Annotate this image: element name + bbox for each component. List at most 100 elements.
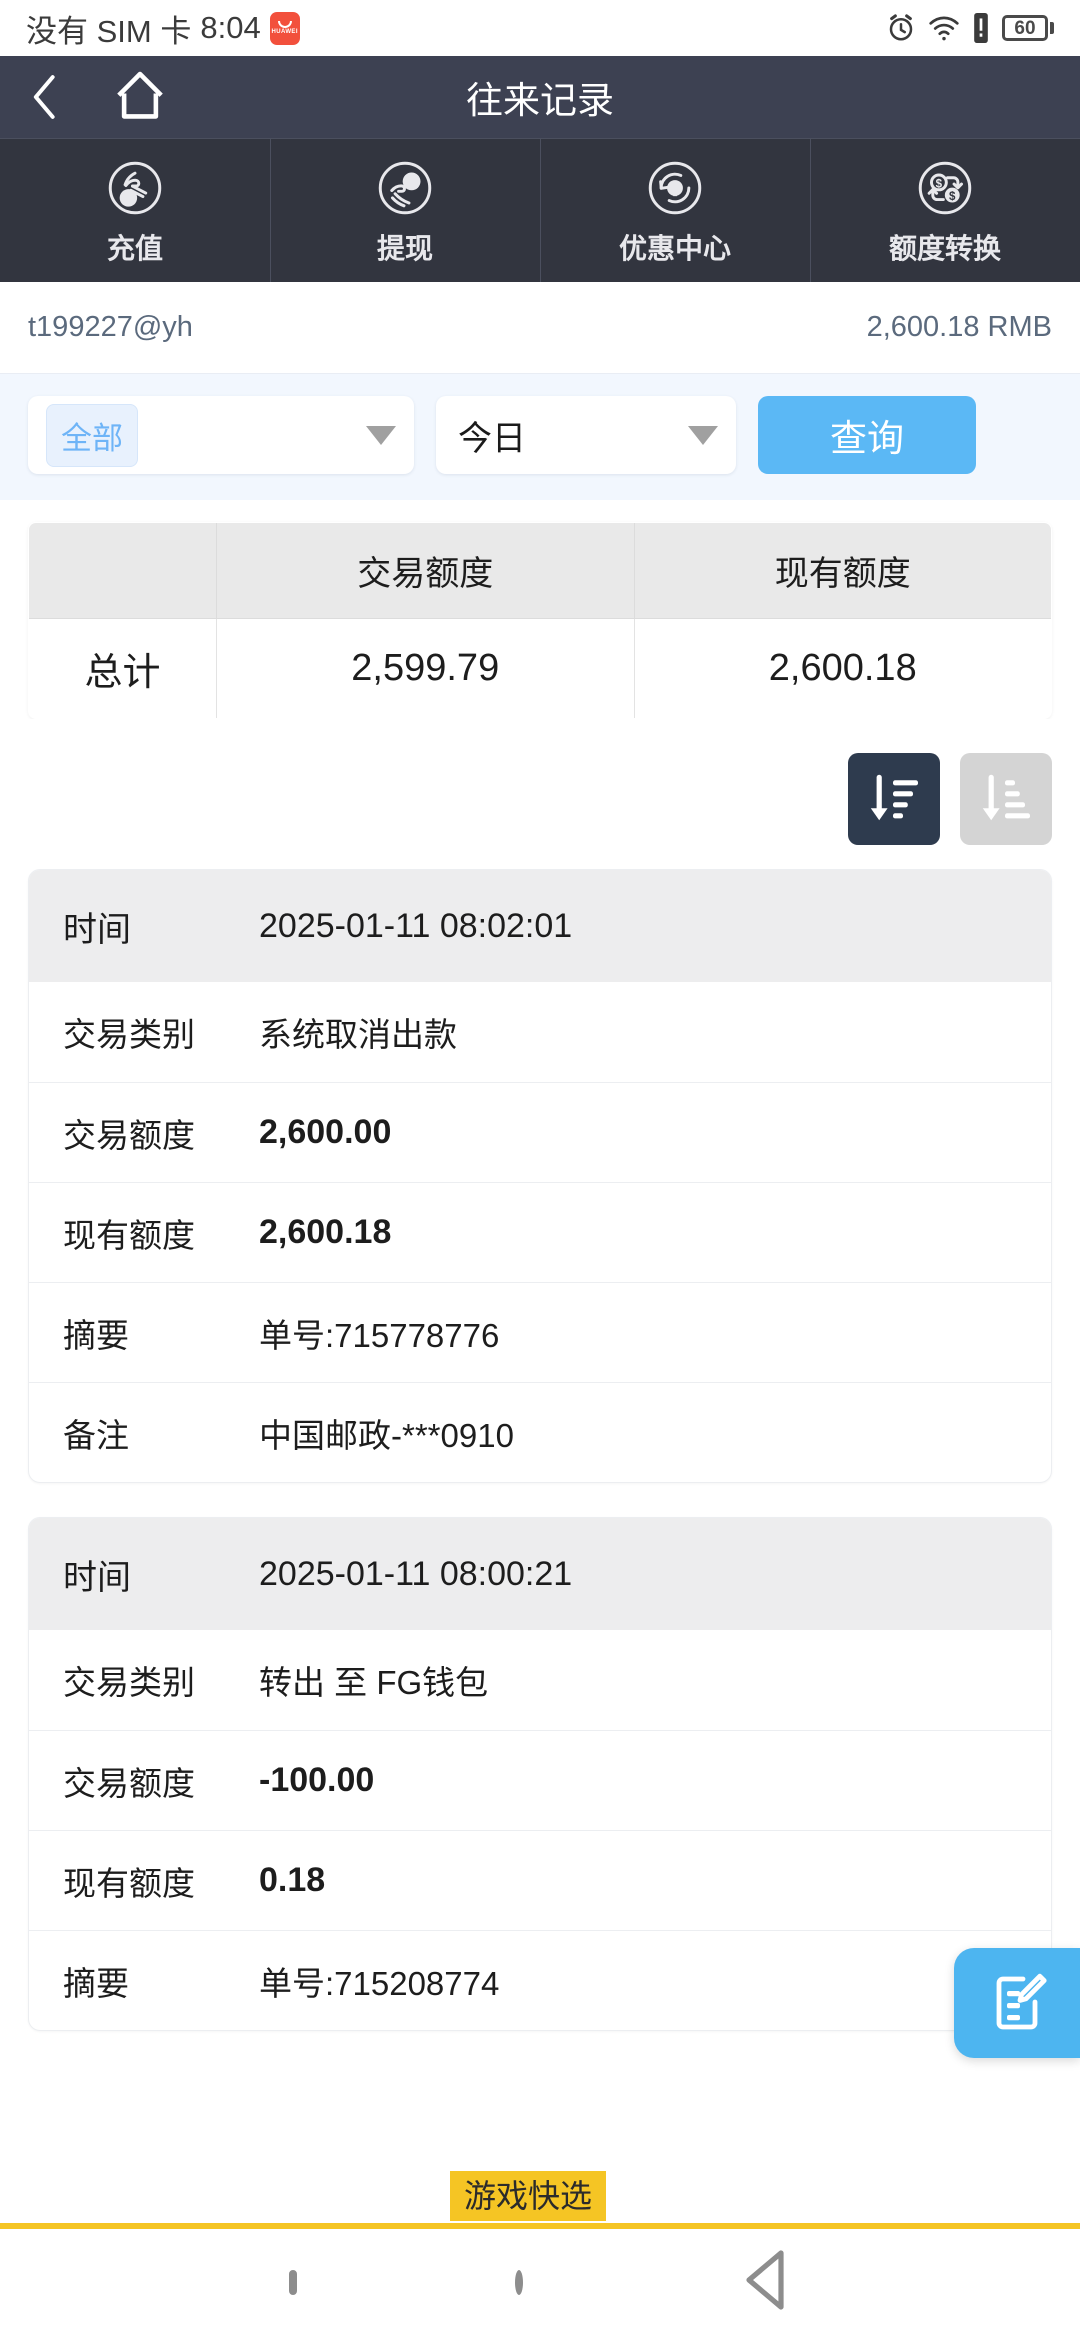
summary-total-transaction: 2,599.79: [216, 618, 635, 718]
record-card[interactable]: 时间 2025-01-11 08:02:01 交易类别 系统取消出款 交易额度 …: [28, 869, 1052, 1483]
record-label-time: 时间: [63, 910, 131, 949]
record-value-summary: 单号:715208774: [259, 1964, 500, 2002]
filter-bar: 全部 今日 查询: [0, 374, 1080, 500]
record-label-category: 交易类别: [63, 1016, 195, 1053]
record-label-current-amount: 现有额度: [63, 1216, 195, 1254]
account-bar: t199227@yh 2,600.18 RMB: [0, 282, 1080, 374]
record-row-transaction-amount: 交易额度 -100.00: [29, 1730, 1051, 1830]
record-row-category: 交易类别 转出 至 FG钱包: [29, 1630, 1051, 1730]
status-bar-left: 没有 SIM 卡 8:04 HUAWEI: [26, 6, 300, 51]
svg-text:$: $: [949, 191, 956, 203]
transaction-type-value: 全部: [46, 403, 138, 467]
quick-nav-bar: 充值 $ 提现 $ 优惠中心: [0, 138, 1080, 282]
summary-section: 交易额度 现有额度 总计 2,599.79 2,600.18: [0, 500, 1080, 719]
records-list[interactable]: 时间 2025-01-11 08:02:01 交易类别 系统取消出款 交易额度 …: [0, 869, 1080, 2065]
battery-level: 60: [1014, 17, 1036, 39]
record-label-transaction-amount: 交易额度: [63, 1116, 195, 1154]
carrier-label: 没有 SIM 卡: [26, 13, 192, 49]
account-balance: 2,600.18 RMB: [866, 311, 1052, 343]
record-value-current-amount: 0.18: [259, 1861, 326, 1899]
query-button[interactable]: 查询: [758, 396, 976, 474]
svg-text:$: $: [671, 181, 679, 196]
record-label-summary: 摘要: [63, 1316, 129, 1354]
edit-note-icon: [985, 1969, 1049, 2038]
record-value-summary: 单号:715778776: [259, 1316, 500, 1354]
home-button-android[interactable]: [515, 2269, 523, 2295]
home-button[interactable]: [90, 68, 190, 126]
record-row-remark: 备注 中国邮政-***0910: [29, 1382, 1051, 1482]
record-row-current-amount: 现有额度 0.18: [29, 1830, 1051, 1930]
date-range-value: 今日: [458, 419, 526, 458]
game-quick-select-chip[interactable]: 游戏快选: [450, 2171, 607, 2221]
back-button-android[interactable]: [741, 2247, 791, 2318]
bottom-accent-line: [0, 2223, 1080, 2229]
wifi-icon: [928, 13, 960, 43]
record-row-summary: 摘要 单号:715208774: [29, 1930, 1051, 2030]
record-value-time: 2025-01-11 08:00:21: [259, 1554, 573, 1593]
record-row-summary: 摘要 单号:715778776: [29, 1282, 1051, 1382]
summary-header-blank: [29, 523, 217, 619]
hand-coin-icon: $: [372, 155, 438, 221]
back-button[interactable]: [0, 71, 90, 123]
summary-header-transaction: 交易额度: [216, 523, 635, 619]
record-card[interactable]: 时间 2025-01-11 08:00:21 交易类别 转出 至 FG钱包 交易…: [28, 1517, 1052, 2031]
quicknav-label: 提现: [376, 232, 433, 264]
record-value-current-amount: 2,600.18: [259, 1213, 392, 1251]
recents-button[interactable]: [289, 2269, 297, 2295]
app-header: 往来记录: [0, 56, 1080, 138]
transaction-type-select[interactable]: 全部: [28, 396, 414, 474]
record-label-summary: 摘要: [63, 1964, 129, 2002]
record-value-transaction-amount: 2,600.00: [259, 1113, 392, 1151]
quicknav-item-deposit[interactable]: 充值: [0, 139, 270, 282]
sort-controls: [0, 719, 1080, 869]
huawei-badge-icon: HUAWEI: [269, 11, 300, 45]
record-label-transaction-amount: 交易额度: [63, 1764, 195, 1802]
status-bar: 没有 SIM 卡 8:04 HUAWEI: [0, 0, 1080, 56]
chevron-down-icon: [688, 425, 718, 445]
triangle-back-icon: [741, 2250, 791, 2317]
record-value-time: 2025-01-11 08:02:01: [259, 906, 573, 945]
record-label-category: 交易类别: [63, 1664, 195, 1701]
sort-descending-button[interactable]: [848, 753, 940, 845]
quicknav-item-withdraw[interactable]: $ 提现: [270, 139, 540, 282]
chevron-down-icon: [366, 425, 396, 445]
android-navigation-bar: [0, 2225, 1080, 2340]
refresh-coin-icon: $: [642, 155, 708, 221]
status-bar-right: 60: [886, 13, 1054, 43]
summary-total-label: 总计: [29, 618, 217, 718]
quicknav-label: 充值: [106, 232, 163, 264]
record-value-category: 系统取消出款: [259, 1016, 457, 1053]
sort-ascending-button[interactable]: [960, 753, 1052, 845]
account-username: t199227@yh: [28, 311, 193, 343]
quicknav-item-promo-center[interactable]: $ 优惠中心: [540, 139, 810, 282]
record-label-time: 时间: [63, 1558, 131, 1597]
edit-fab-button[interactable]: [954, 1948, 1080, 2058]
record-row-time: 时间 2025-01-11 08:02:01: [29, 870, 1051, 982]
summary-header-row: 交易额度 现有额度: [29, 523, 1051, 619]
record-row-category: 交易类别 系统取消出款: [29, 982, 1051, 1082]
signal-warning-icon: [972, 13, 990, 43]
quicknav-label: 优惠中心: [618, 232, 731, 264]
summary-total-row: 总计 2,599.79 2,600.18: [29, 618, 1051, 718]
record-value-transaction-amount: -100.00: [259, 1761, 375, 1799]
svg-text:$: $: [936, 178, 943, 190]
exchange-coins-icon: $ $: [912, 155, 978, 221]
summary-header-balance: 现有额度: [634, 523, 1051, 619]
record-row-time: 时间 2025-01-11 08:00:21: [29, 1518, 1051, 1630]
summary-table: 交易额度 现有额度 总计 2,599.79 2,600.18: [28, 522, 1052, 719]
quicknav-item-transfer[interactable]: $ $ 额度转换: [810, 139, 1080, 282]
alarm-icon: [886, 13, 916, 43]
square-icon: [289, 2269, 297, 2295]
record-row-transaction-amount: 交易额度 2,600.00: [29, 1082, 1051, 1182]
record-label-current-amount: 现有额度: [63, 1864, 195, 1902]
circle-icon: [515, 2269, 523, 2295]
battery-icon: 60: [1002, 15, 1054, 41]
svg-text:$: $: [408, 174, 416, 189]
record-value-category: 转出 至 FG钱包: [259, 1664, 489, 1701]
quicknav-label: 额度转换: [888, 232, 1001, 264]
record-label-remark: 备注: [63, 1416, 129, 1454]
date-range-select[interactable]: 今日: [436, 396, 736, 474]
clock-label: 8:04: [200, 10, 261, 45]
summary-total-balance: 2,600.18: [634, 618, 1051, 718]
hand-card-icon: [102, 155, 168, 221]
